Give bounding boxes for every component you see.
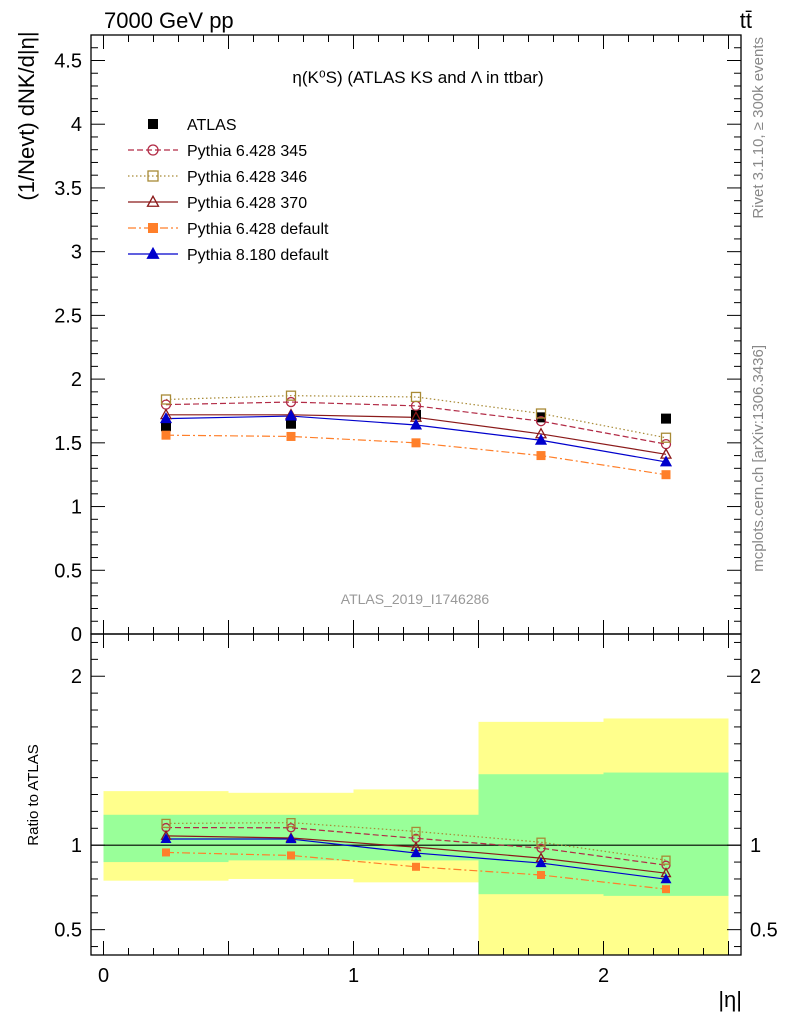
- axes: 0 1 2 0 0.5 1 1.5 2 2.5 3 3.5 4 4.5 0.5 0.5 1 1 2 2: [54, 34, 778, 987]
- series-line-main-4: [165, 434, 667, 476]
- legend-marker-1: [147, 144, 159, 156]
- point-1-1: [285, 396, 297, 408]
- header-left: 7000 GeV pp: [104, 8, 234, 33]
- y-tick-label: 0.5: [54, 560, 82, 582]
- point-4-4: [661, 470, 671, 480]
- ratio-point-2-2: [411, 826, 421, 837]
- ratio-point-5-4: [660, 873, 672, 884]
- y-tick-label: 4.5: [54, 50, 82, 72]
- point-0-3: [536, 412, 546, 423]
- y-tick-label: 3.5: [54, 178, 82, 200]
- ratio-tick-label-left: 2: [71, 666, 82, 688]
- ratio-point-4-4: [662, 885, 670, 894]
- point-5-2: [409, 418, 423, 430]
- point-5-1: [284, 409, 298, 421]
- ratio-y-axis-label: Ratio to ATLAS: [25, 744, 42, 845]
- legend-label-0: ATLAS: [187, 117, 237, 134]
- point-0-4: [661, 413, 671, 424]
- ratio-point-5-1: [285, 833, 297, 844]
- point-2-0: [160, 394, 172, 405]
- ratio-tick-label-right: 1: [750, 835, 761, 857]
- point-4-1: [286, 431, 296, 441]
- point-2-4: [660, 432, 672, 443]
- legend-marker-0: [148, 119, 158, 129]
- legend-label-4: Pythia 6.428 default: [187, 221, 329, 238]
- x-axis-label: |η|: [718, 987, 742, 1012]
- ratio-tick-label-left: 0.5: [54, 920, 82, 942]
- legend-label-2: Pythia 6.428 346: [187, 169, 307, 186]
- ratio-point-2-0: [161, 818, 171, 829]
- point-2-3: [535, 408, 547, 419]
- point-0-2: [411, 409, 421, 420]
- ratio-point-5-2: [410, 847, 422, 858]
- x-tick-label: 2: [598, 965, 609, 987]
- point-5-4: [659, 455, 673, 467]
- x-tick-label: 1: [348, 965, 359, 987]
- point-4-2: [411, 438, 421, 448]
- ratio-tick-label-left: 1: [71, 835, 82, 857]
- point-0-1: [286, 418, 296, 429]
- ratio-point-1-1: [286, 823, 296, 833]
- y-tick-label: 2.5: [54, 305, 82, 327]
- chart-title: η(K⁰S) (ATLAS KS and Λ in ttbar): [292, 68, 543, 87]
- point-2-1: [285, 390, 297, 401]
- legend-marker-4: [148, 223, 158, 233]
- ratio-point-4-3: [537, 870, 545, 879]
- y-tick-label: 2: [71, 369, 82, 391]
- series-line-ratio-1: [165, 826, 667, 866]
- ratio-point-4-1: [287, 851, 295, 860]
- point-4-0: [161, 430, 171, 440]
- legend-label-1: Pythia 6.428 345: [187, 143, 307, 160]
- y-tick-label: 4: [71, 114, 82, 136]
- series-line-ratio-4: [165, 851, 667, 890]
- series-markers: [159, 390, 673, 894]
- point-1-3: [535, 416, 547, 427]
- y-tick-label: 0: [71, 624, 82, 646]
- ratio-point-4-0: [162, 848, 170, 857]
- point-4-3: [536, 451, 546, 461]
- x-tick-label: 0: [98, 965, 109, 987]
- watermark: ATLAS_2019_I1746286: [341, 591, 490, 607]
- point-0-0: [161, 421, 171, 432]
- y-tick-label: 1.5: [54, 433, 82, 455]
- point-5-0: [159, 412, 173, 424]
- rivet-label: Rivet 3.1.10, ≥ 300k events: [750, 37, 767, 219]
- ratio-point-2-4: [661, 855, 671, 865]
- legend-label-5: Pythia 8.180 default: [187, 247, 329, 264]
- ratio-point-2-3: [536, 837, 546, 847]
- ratio-point-5-0: [160, 833, 172, 844]
- y-axis-label: (1/Nevt) dNK/d|η|: [14, 31, 39, 200]
- ratio-point-2-1: [286, 818, 296, 828]
- y-tick-label: 1: [71, 497, 82, 519]
- ratio-tick-label-right: 0.5: [750, 920, 778, 942]
- series-line-main-1: [165, 401, 667, 445]
- y-tick-label: 3: [71, 242, 82, 264]
- legend-marker-3: [146, 194, 160, 207]
- legend: ATLAS Pythia 6.428 345 Pythia 6.428 346 Pyt…: [128, 117, 329, 264]
- ratio-point-5-3: [535, 857, 547, 868]
- point-5-3: [534, 433, 548, 445]
- ratio-point-4-2: [412, 862, 420, 871]
- legend-label-3: Pythia 6.428 370: [187, 195, 307, 212]
- point-2-2: [410, 391, 422, 403]
- legend-marker-2: [147, 170, 159, 182]
- ratio-tick-label-right: 2: [750, 666, 761, 688]
- legend-marker-5: [146, 246, 160, 259]
- mcplots-label: mcplots.cern.ch [arXiv:1306.3436]: [750, 345, 767, 572]
- header-right: tt̄: [740, 8, 752, 33]
